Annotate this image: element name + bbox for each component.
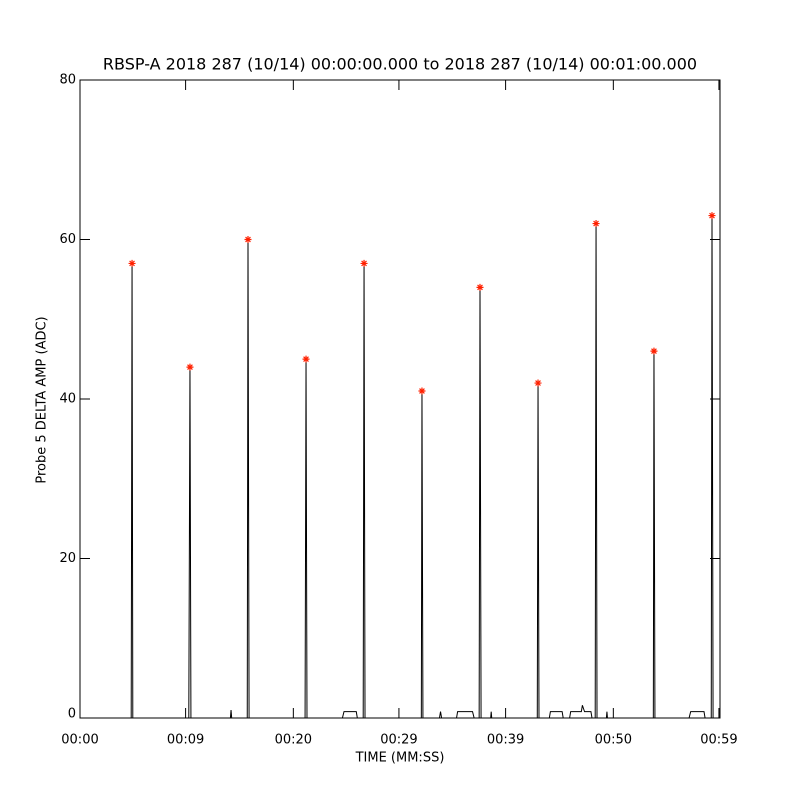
y-axis-label: Probe 5 DELTA AMP (ADC) bbox=[35, 316, 50, 483]
chart-title: RBSP-A 2018 287 (10/14) 00:00:00.000 to … bbox=[103, 55, 697, 74]
y-tick-label: 40 bbox=[59, 392, 76, 407]
x-tick-label: 00:20 bbox=[275, 733, 312, 748]
peak-marker bbox=[244, 236, 252, 243]
x-tick-label: 00:29 bbox=[380, 733, 417, 748]
peak-marker bbox=[650, 347, 658, 355]
signal-line bbox=[80, 215, 720, 719]
plot-frame bbox=[79, 79, 721, 719]
x-tick-label: 00:00 bbox=[61, 733, 98, 748]
x-tick-label: 00:39 bbox=[487, 733, 524, 748]
x-tick-label: 00:50 bbox=[595, 733, 632, 748]
peak-marker bbox=[534, 379, 542, 387]
x-tick-label: 00:09 bbox=[167, 733, 204, 748]
x-axis-label: TIME (MM:SS) bbox=[355, 751, 445, 766]
peak-marker bbox=[302, 355, 310, 363]
y-tick-label: 60 bbox=[59, 232, 76, 247]
y-tick-label: 0 bbox=[68, 707, 76, 722]
peak-marker bbox=[592, 220, 600, 228]
y-tick-label: 80 bbox=[59, 73, 76, 88]
peak-marker bbox=[708, 212, 716, 220]
peak-marker bbox=[360, 259, 368, 267]
y-tick-label: 20 bbox=[59, 551, 76, 566]
peak-marker bbox=[186, 363, 194, 371]
peak-marker bbox=[418, 387, 426, 395]
peak-marker bbox=[128, 259, 136, 267]
peak-marker bbox=[476, 283, 484, 291]
x-tick-label: 00:59 bbox=[700, 733, 737, 748]
